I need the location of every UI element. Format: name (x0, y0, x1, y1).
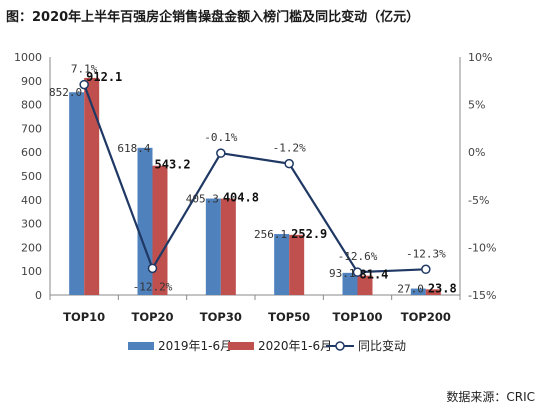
data-label-2020: 81.4 (360, 268, 389, 282)
legend: 2019年1-6月 2020年1-6月 同比变动 (128, 338, 406, 353)
y-right-tick-label: 5% (468, 99, 485, 112)
data-label-2020: 912.1 (86, 70, 122, 84)
line-series (79, 79, 431, 277)
y-left-tick-label: 200 (21, 241, 42, 254)
y-left-tick-label: 0 (35, 289, 42, 302)
data-label-yoy: -12.2% (133, 280, 173, 293)
legend-swatch-2019 (128, 342, 154, 350)
y-right-tick-label: -5% (468, 194, 489, 207)
y-left-tick-label: 700 (21, 122, 42, 135)
data-label-2020: 404.8 (223, 191, 259, 205)
data-label-yoy: -1.2% (273, 142, 306, 155)
bar-2019-top50 (274, 234, 290, 295)
x-tick-label: TOP100 (332, 310, 382, 324)
legend-label-2020: 2020年1-6月 (258, 339, 332, 353)
bar-2019-top20 (137, 147, 153, 295)
y-left-tick-label: 500 (21, 170, 42, 183)
legend-swatch-2020 (228, 342, 254, 350)
y-right-tick-label: -10% (468, 241, 496, 254)
bar-2020-top10 (84, 77, 100, 295)
bar-2020-top50 (289, 234, 305, 295)
data-label-2019: 852.0 (49, 86, 82, 99)
x-tick-label: TOP200 (401, 310, 451, 324)
data-label-2020: 23.8 (428, 281, 457, 295)
bar-series (69, 77, 441, 295)
data-label-yoy: -12.6% (338, 250, 378, 263)
source-note: 数据来源：CRIC (446, 390, 535, 404)
y-left-tick-label: 800 (21, 99, 42, 112)
bar-2020-top20 (152, 165, 168, 295)
y-left-tick-label: 400 (21, 194, 42, 207)
data-label-2019: 618.4 (117, 142, 150, 155)
y-left-tick-label: 600 (21, 146, 42, 159)
y-left-tick-label: 1000 (14, 51, 42, 64)
legend-marker-yoy (335, 341, 345, 351)
chart-title: 图：2020年上半年百强房企销售操盘金额入榜门槛及同比变动（亿元） (6, 10, 420, 25)
bar-2019-top200 (410, 288, 426, 295)
legend-label-yoy: 同比变动 (358, 338, 406, 353)
bar-2020-top30 (220, 198, 236, 295)
bar-2019-top100 (342, 272, 358, 295)
chart-axes: 0 100 200 300 400 500 600 700 800 900 1000 10% 5% 0% -… (14, 51, 496, 324)
data-label-yoy: -0.1% (204, 131, 237, 144)
legend-label-2019: 2019年1-6月 (158, 339, 232, 353)
y-right-tick-label: -15% (468, 289, 496, 302)
bar-2019-top30 (205, 198, 221, 295)
bar-2019-top10 (69, 92, 85, 295)
bar-2020-top200 (425, 289, 441, 295)
line-point-top20 (147, 263, 158, 274)
line-point-top100 (352, 267, 363, 277)
data-label-2020: 252.9 (291, 227, 327, 241)
y-right-tick-label: 0% (468, 146, 485, 159)
data-label-2019: 405.3 (186, 193, 219, 206)
x-tick-label: TOP20 (131, 310, 173, 324)
line-point-top50 (284, 158, 294, 169)
data-label-yoy: -12.3% (406, 247, 446, 260)
line-point-top200 (421, 264, 431, 275)
data-label-2019: 27.0 (397, 283, 424, 296)
data-label-2020: 543.2 (155, 158, 191, 172)
data-label-2019: 93.1 (329, 267, 356, 280)
x-tick-label: TOP50 (268, 310, 310, 324)
y-left-tick-label: 100 (21, 265, 42, 278)
data-label-yoy: 7.1% (71, 63, 98, 76)
line-point-top10 (79, 79, 89, 90)
line-point-top30 (216, 148, 226, 158)
data-labels: 852.0 618.4 405.3 256.1 93.1 27.0 912.1 543.2 40… (49, 63, 457, 296)
x-tick-label: TOP30 (200, 310, 242, 324)
bar-2020-top100 (357, 275, 373, 295)
y-left-tick-label: 300 (21, 218, 42, 231)
y-left-tick-label: 900 (21, 75, 42, 88)
y-right-tick-label: 10% (468, 51, 492, 64)
x-tick-label: TOP10 (63, 310, 105, 324)
data-label-2019: 256.1 (254, 228, 287, 241)
line-yoy-change (83, 84, 426, 274)
